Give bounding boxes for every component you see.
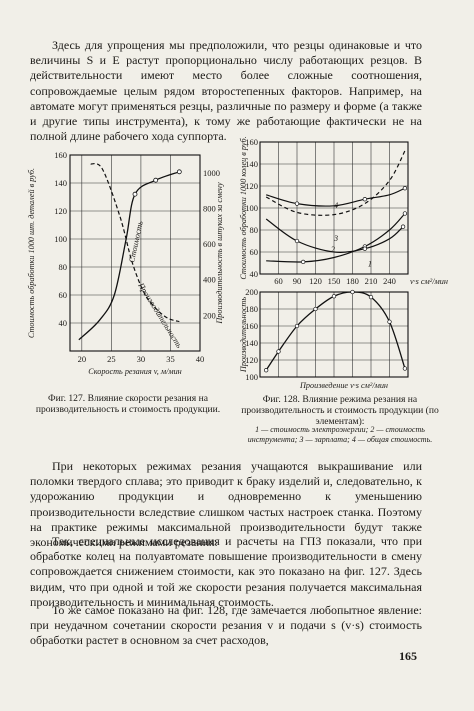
productivity-point: [264, 368, 269, 373]
x-tick-label: 40: [196, 354, 205, 364]
productivity-curve-label: Производительность: [136, 280, 184, 350]
bottom-y-tick-label: 140: [245, 338, 258, 348]
bottom-y-tick-label: 200: [245, 287, 258, 297]
cost-curve-3: [265, 218, 404, 253]
top-y-tick-label: 120: [245, 181, 258, 191]
bottom-y-tick-label: 100: [245, 372, 258, 382]
figure-128-legend: 1 — стоимость электроэнергии; 2 — стоимо…: [247, 425, 433, 444]
paragraph-2: При некоторых режимах резания учащаются …: [30, 459, 422, 550]
top-x-tick-label: 210: [365, 276, 378, 286]
productivity-point: [350, 289, 355, 295]
curve-number-4: 4: [334, 201, 338, 210]
cost-point-3: [294, 238, 300, 244]
left-tick-label: 120: [54, 206, 67, 216]
productivity-curve: [90, 162, 180, 323]
cost-curve-2: [266, 213, 406, 263]
top-x-tick-label: 120: [309, 276, 322, 286]
x-tick-label: 35: [166, 354, 175, 364]
top-x-unit: v·s см²/мин: [410, 277, 448, 286]
right-tick-label: 400: [203, 275, 216, 285]
top-y-tick-label: 60: [250, 247, 259, 257]
right-tick-label: 200: [203, 310, 216, 320]
top-y-tick-label: 100: [245, 203, 258, 213]
curve-number-3: 3: [333, 234, 338, 243]
bottom-plot-frame: [259, 291, 409, 378]
bottom-x-axis-label: Произведение v·s см²/мин: [299, 381, 388, 390]
cost-curve-label: Стоимость: [127, 220, 145, 263]
productivity-point: [294, 323, 300, 329]
cost-point-1: [294, 201, 300, 206]
right-axis-label: Производительность в штуках за смену: [215, 182, 224, 325]
cost-curve-1: [266, 187, 406, 207]
productivity-point: [331, 294, 337, 299]
figure-127: 160 140 120 100 80 60 40 1000 800 600 400 200 20 25 30…: [27, 150, 224, 376]
top-x-tick-label: 150: [328, 276, 341, 286]
productivity-point: [387, 319, 392, 324]
cost-point: [132, 191, 138, 197]
figure-127-caption: Фиг. 127. Влияние скорости резания на пр…: [35, 393, 221, 416]
x-tick-label: 30: [137, 354, 146, 364]
bottom-y-axis-label: Производительность: [239, 297, 248, 373]
x-axis-label: Скорость резания v, м/мин: [88, 367, 182, 376]
top-y-tick-label: 160: [245, 137, 258, 147]
cost-point-1: [362, 197, 367, 202]
top-y-tick-label: 80: [250, 225, 259, 235]
top-x-tick-label: 180: [346, 276, 359, 286]
left-tick-label: 80: [59, 262, 68, 272]
cost-curve-4: [265, 150, 406, 216]
left-tick-label: 160: [54, 150, 67, 160]
top-plot-frame: [259, 141, 409, 275]
left-tick-label: 100: [54, 234, 67, 244]
curve-number-1: 1: [368, 259, 372, 268]
plot-frame: [69, 154, 201, 352]
cost-point-3: [400, 224, 406, 229]
left-tick-label: 60: [59, 290, 68, 300]
right-tick-label: 1000: [203, 168, 220, 178]
productivity-point: [313, 306, 318, 312]
paragraph-4: То же самое показано на фиг. 128, где за…: [30, 603, 422, 648]
top-x-tick-label: 90: [293, 276, 302, 286]
bottom-y-tick-label: 120: [245, 355, 258, 365]
left-tick-label: 40: [59, 318, 68, 328]
page-number: 165: [399, 649, 417, 663]
bottom-y-tick-label: 160: [245, 321, 258, 331]
right-tick-label: 800: [203, 203, 216, 213]
figure-128-caption: Фиг. 128. Влияние режима резания на прои…: [241, 394, 439, 428]
top-x-tick-label: 240: [383, 276, 396, 286]
cost-point: [176, 169, 182, 175]
cost-point-2: [402, 211, 408, 216]
productivity-point: [276, 349, 281, 354]
bottom-y-tick-label: 180: [245, 304, 258, 314]
cost-point-3: [362, 246, 367, 251]
cost-point-1: [402, 186, 408, 191]
cost-point-2: [301, 259, 306, 265]
top-y-tick-label: 40: [250, 269, 259, 279]
top-y-tick-label: 140: [245, 159, 258, 169]
productivity-point: [402, 366, 408, 371]
left-axis-label: Стоимость обработки 1000 шт. деталей в р…: [27, 168, 36, 338]
x-tick-label: 25: [107, 354, 116, 364]
x-tick-label: 20: [78, 354, 87, 364]
top-y-axis-label: Стоимость обработки 1000 колец в руб.: [239, 136, 248, 279]
paragraph-top: Здесь для упрощения мы предположили, что…: [30, 38, 422, 144]
right-tick-label: 600: [203, 239, 216, 249]
productivity-point: [368, 294, 374, 300]
top-x-tick-label: 60: [274, 276, 283, 286]
productivity-curve: [265, 291, 406, 371]
left-tick-label: 140: [54, 178, 67, 188]
curve-number-2: 2: [331, 245, 335, 254]
cost-point: [153, 177, 159, 183]
paragraph-3: Так, специальные исследования и расчеты …: [30, 534, 422, 609]
